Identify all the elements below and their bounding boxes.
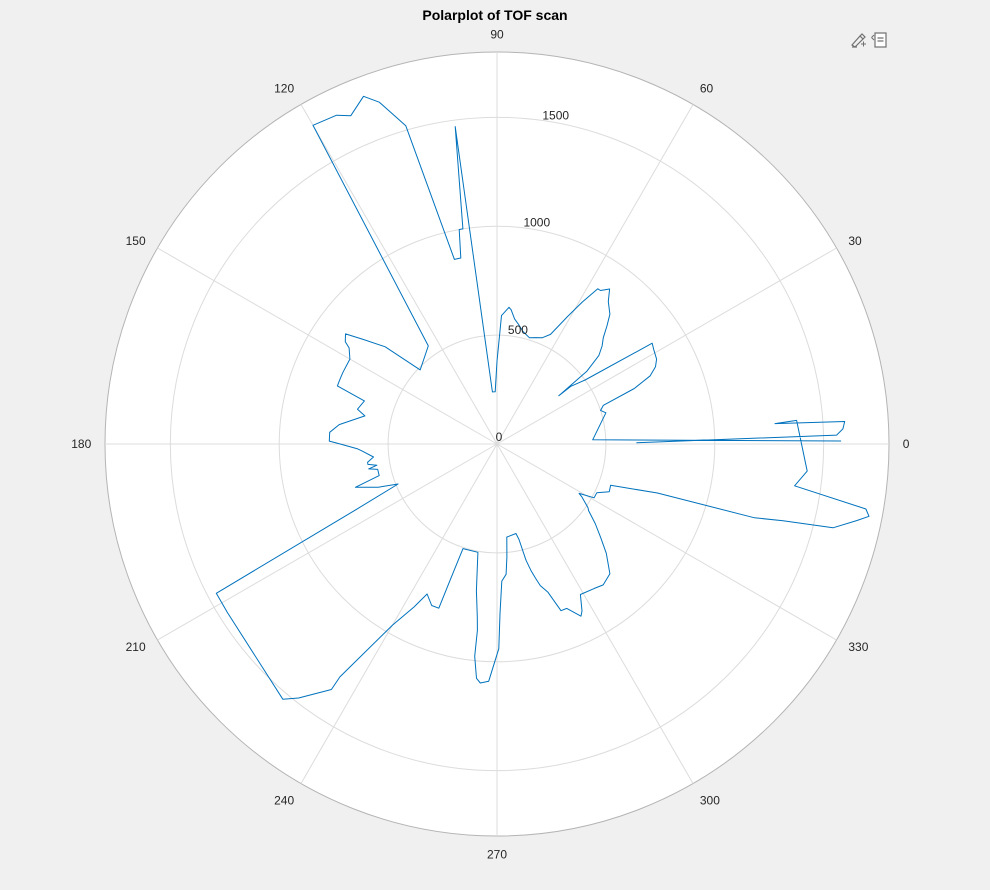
grid-spoke xyxy=(496,247,837,445)
theta-tick-label: 30 xyxy=(848,234,862,248)
r-tick-label: 500 xyxy=(508,323,528,337)
theta-tick-label: 60 xyxy=(700,82,714,96)
r-tick-label: 1500 xyxy=(542,108,569,122)
series-line xyxy=(215,95,870,700)
grid-spoke xyxy=(300,104,498,445)
theta-tick-label: 180 xyxy=(71,437,91,451)
grid-spoke xyxy=(157,247,498,445)
r-tick-label: 0 xyxy=(496,430,503,444)
theta-tick-label: 150 xyxy=(126,234,146,248)
polar-grid xyxy=(104,51,890,837)
r-tick-label: 1000 xyxy=(523,216,550,230)
grid-spoke xyxy=(496,443,694,784)
legend-list-icon[interactable] xyxy=(870,31,888,49)
theta-tick-label: 210 xyxy=(126,640,146,654)
theta-tick-label: 240 xyxy=(274,793,294,807)
grid-spoke xyxy=(496,443,837,641)
series-group xyxy=(215,95,870,700)
theta-tick-label: 270 xyxy=(487,848,507,862)
brush-edit-icon[interactable] xyxy=(850,31,868,49)
axes-toolbar xyxy=(850,30,888,50)
grid-spoke xyxy=(300,443,498,784)
tick-labels: 0 30 60 90 120 150 180 210 240 270 300 330 0 500 1000 1… xyxy=(71,27,909,861)
theta-tick-label: 330 xyxy=(848,640,868,654)
chart-title: Polarplot of TOF scan xyxy=(422,7,568,23)
grid-spoke xyxy=(496,104,694,445)
theta-tick-label: 300 xyxy=(700,793,720,807)
theta-tick-label: 90 xyxy=(490,27,504,41)
theta-tick-label: 0 xyxy=(903,437,910,451)
theta-tick-label: 120 xyxy=(274,82,294,96)
grid-spoke xyxy=(157,443,498,641)
